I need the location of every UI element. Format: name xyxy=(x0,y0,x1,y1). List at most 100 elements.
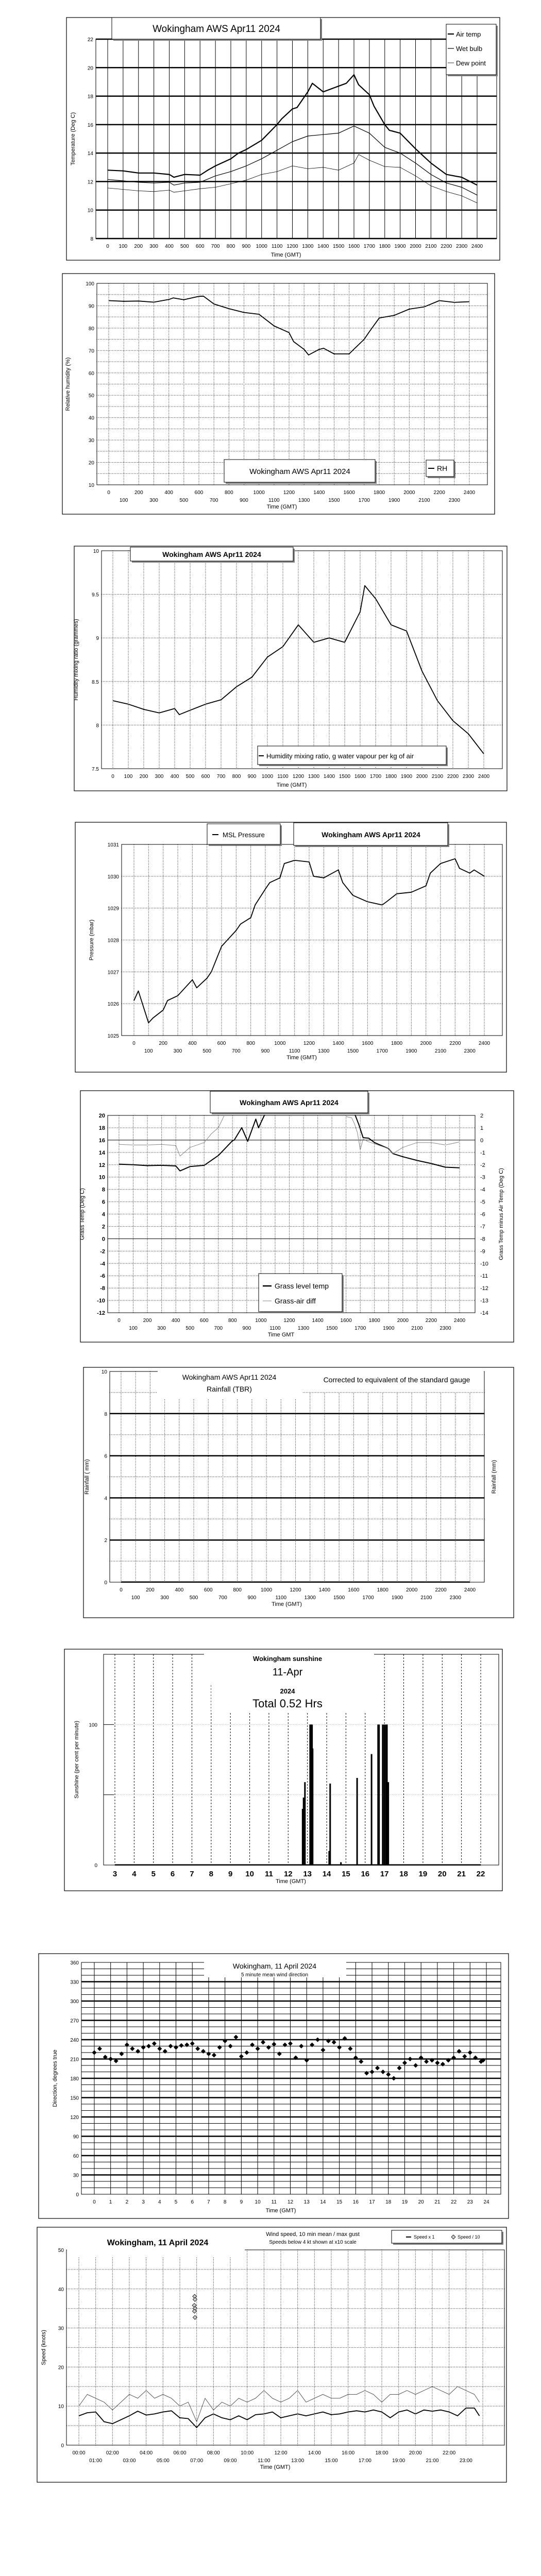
y2-tick-label: -9 xyxy=(480,1248,485,1255)
x-tick-label: 600 xyxy=(204,1587,213,1593)
x-tick-label: 12 xyxy=(288,2199,294,2205)
y-axis-label: Humidity mixing ratio (grammes) xyxy=(73,619,79,700)
x-tick-label: 1400 xyxy=(317,244,329,249)
chart-frame xyxy=(75,822,507,1073)
direction-point xyxy=(467,2050,472,2055)
y-axis-label: Direction, degrees true xyxy=(52,2049,58,2107)
y-tick-label: 50 xyxy=(89,393,95,399)
x-tick-label: 5 xyxy=(151,1870,156,1878)
speed-div10-point xyxy=(192,2297,197,2302)
x-tick-label: 2300 xyxy=(449,498,461,503)
direction-point xyxy=(92,2050,97,2055)
sunshine-bar xyxy=(302,1798,305,1865)
direction-point xyxy=(435,2060,440,2065)
x-tick-label: 1200 xyxy=(283,490,295,496)
x-tick-label: 1600 xyxy=(341,1318,352,1324)
x-tick-label: 0 xyxy=(120,1587,123,1593)
x-tick-label: 700 xyxy=(232,1048,241,1054)
direction-point xyxy=(337,2045,342,2050)
legend-box xyxy=(446,24,497,75)
x-tick-label: 1400 xyxy=(319,1587,331,1593)
x-tick-label: 15 xyxy=(336,2199,343,2205)
x-tick-label: 1300 xyxy=(318,1048,330,1054)
x-tick-label: 17 xyxy=(380,1870,389,1878)
x-tick-label: 1600 xyxy=(362,1041,374,1046)
x-tick-label: 2000 xyxy=(416,774,428,779)
diamond-icon xyxy=(451,2234,456,2240)
x-tick-label: 11 xyxy=(265,1870,273,1878)
direction-point xyxy=(151,2041,157,2046)
chart-subtitle: Rainfall (TBR) xyxy=(207,1385,252,1393)
legend-box xyxy=(257,745,447,765)
x-tick-label: 1500 xyxy=(333,244,345,249)
y-tick-label: 20 xyxy=(99,1113,105,1119)
y-tick-label: 2 xyxy=(102,1224,105,1230)
series-group xyxy=(115,1724,481,1866)
y-tick-label: 18 xyxy=(99,1125,105,1131)
x-tick-label: 900 xyxy=(242,244,251,249)
direction-point xyxy=(103,2055,108,2060)
direction-point xyxy=(272,2042,277,2047)
y-tick-label: 22 xyxy=(88,37,94,43)
series-line-wet-bulb xyxy=(107,126,478,196)
x-tick-label: 9 xyxy=(240,2199,243,2205)
legend-label: Speed / 10 xyxy=(458,2234,480,2240)
y-tick-label: 10 xyxy=(102,1369,108,1375)
x-tick-label: 18 xyxy=(385,2199,392,2205)
y-tick-label: 90 xyxy=(89,303,95,309)
x-tick-label: 21 xyxy=(457,1870,466,1878)
sunshine-bar xyxy=(387,1782,390,1865)
y-tick-label: 100 xyxy=(86,281,94,287)
x-tick-label: 01:00 xyxy=(89,2458,102,2464)
sunshine-bar xyxy=(329,1783,331,1865)
direction-point xyxy=(168,2044,173,2048)
y-tick-label: 10 xyxy=(58,2404,64,2410)
y2-axis-label: Grass Temp minus Air Temp (Deg C) xyxy=(498,1168,504,1260)
direction-point xyxy=(380,2070,385,2074)
y2-tick-label: -1 xyxy=(480,1150,485,1156)
direction-point xyxy=(261,2040,266,2045)
x-tick-label: 100 xyxy=(124,774,133,779)
series-group xyxy=(78,2294,480,2428)
x-tick-label: 2100 xyxy=(435,1048,447,1054)
y-tick-label: 20 xyxy=(89,461,95,466)
x-tick-label: 1200 xyxy=(290,1587,301,1593)
y-tick-label: -2 xyxy=(100,1248,105,1255)
title-backdrop xyxy=(158,1368,303,1399)
y2-tick-label: -3 xyxy=(480,1175,485,1181)
y2-tick-label: -4 xyxy=(480,1187,485,1193)
y-axis-label: Temperature (Deg C) xyxy=(70,112,76,165)
x-tick-label: 1600 xyxy=(348,244,360,249)
x-tick-label: 400 xyxy=(164,490,173,496)
sunshine-bar xyxy=(383,1724,385,1865)
x-tick-label: 23:00 xyxy=(460,2458,472,2464)
x-tick-label: 1000 xyxy=(256,244,268,249)
series-line-dew-point xyxy=(107,154,478,204)
x-tick-label: 1500 xyxy=(333,1595,345,1601)
y-tick-label: 210 xyxy=(70,2057,79,2063)
x-tick-label: 0 xyxy=(117,1318,121,1324)
chart-6: 0246810010020030040050060070080090010001… xyxy=(83,1367,514,1618)
direction-point xyxy=(97,2046,102,2051)
grid xyxy=(104,1654,499,1865)
x-tick-label: 1900 xyxy=(405,1048,417,1054)
x-tick-label: 1300 xyxy=(298,1326,310,1331)
direction-point xyxy=(353,2055,358,2060)
x-tick-label: 900 xyxy=(243,1326,251,1331)
y-tick-label: -10 xyxy=(97,1298,105,1304)
legend-label: Humidity mixing ratio, g water vapour pe… xyxy=(266,752,414,760)
sunshine-total: Total 0.52 Hrs xyxy=(252,1697,323,1710)
y-tick-label: 6 xyxy=(104,1454,107,1460)
y-tick-label: 14 xyxy=(88,151,94,157)
x-tick-label: 10 xyxy=(255,2199,261,2205)
x-tick-label: 15 xyxy=(342,1870,350,1878)
x-tick-label: 10:00 xyxy=(241,2450,253,2456)
chart-title: Wokingham AWS Apr11 2024 xyxy=(182,1373,277,1381)
direction-point xyxy=(211,2053,216,2058)
chart-9: 0 10 20 30 40 50 00:00 01:00 02:00 03:00 04:00 05:0… xyxy=(37,2227,507,2483)
x-tick-label: 20:00 xyxy=(409,2450,422,2456)
x-tick-label: 06:00 xyxy=(173,2450,186,2456)
x-tick-label: 8 xyxy=(224,2199,227,2205)
